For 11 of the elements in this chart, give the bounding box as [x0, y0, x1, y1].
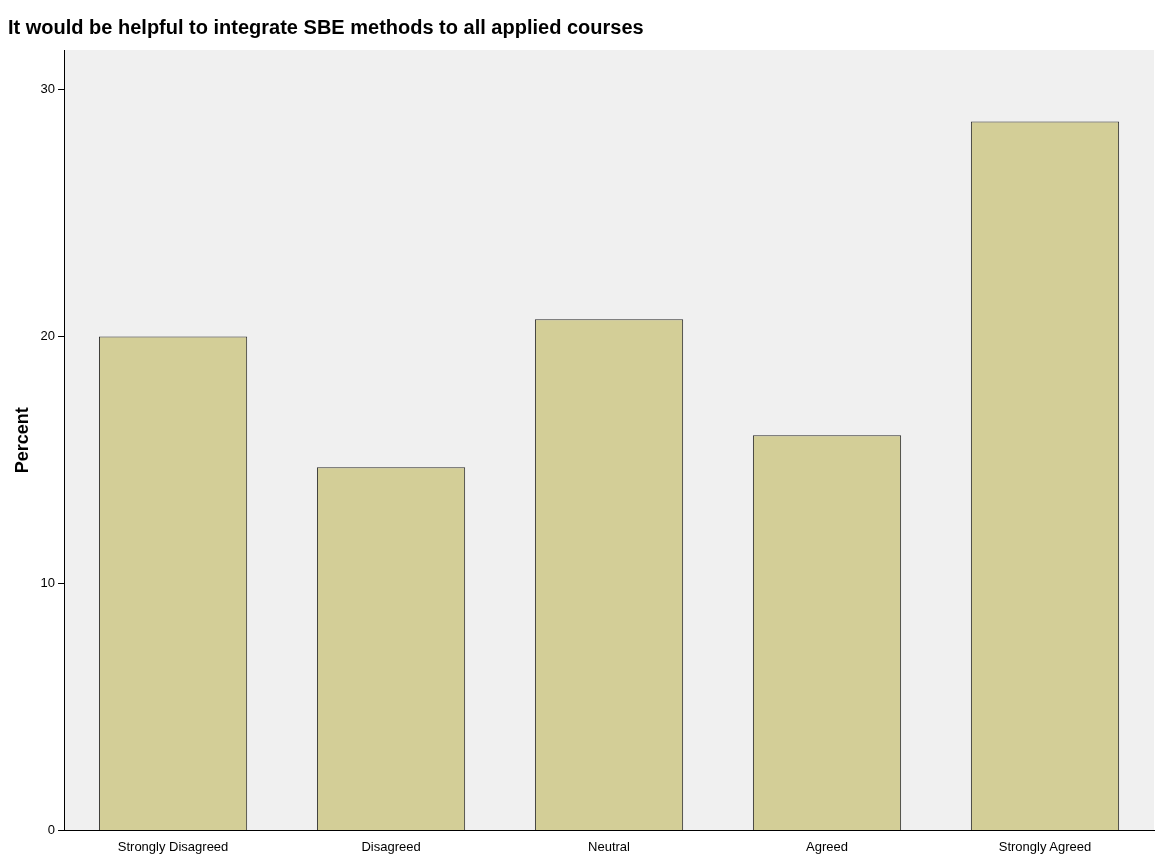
- x-tick-label: Agreed: [806, 838, 848, 854]
- chart-title: It would be helpful to integrate SBE methods to all applied courses: [8, 15, 644, 38]
- y-tick-label: 30: [40, 81, 56, 97]
- y-tick-label: 0: [47, 821, 56, 837]
- y-tick-label: 20: [40, 328, 56, 344]
- x-tick-label: Disagreed: [361, 838, 421, 854]
- x-tick-label: Strongly Disagreed: [117, 838, 229, 854]
- y-axis-title: Percent: [11, 407, 32, 474]
- x-tick-label: Neutral: [588, 838, 631, 854]
- x-tick-label: Strongly Agreed: [998, 838, 1092, 854]
- y-tick-label: 10: [40, 575, 56, 591]
